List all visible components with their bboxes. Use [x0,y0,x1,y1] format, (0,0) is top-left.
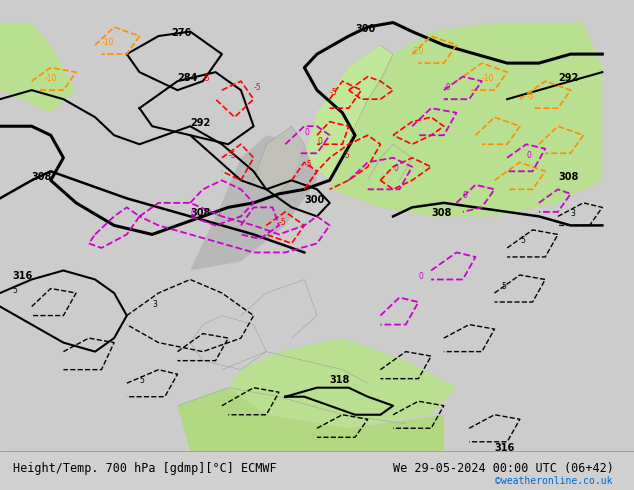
Text: 292: 292 [190,118,210,128]
Text: 308: 308 [558,172,578,182]
Text: -5: -5 [228,151,236,160]
Text: 300: 300 [355,24,375,33]
Text: 308: 308 [32,172,52,182]
Text: -0: -0 [444,83,451,92]
Polygon shape [254,126,304,198]
Text: -5: -5 [526,92,534,101]
Polygon shape [190,135,317,270]
Polygon shape [228,338,456,428]
Text: 5: 5 [13,286,18,295]
Text: -5: -5 [330,88,337,97]
Text: 292: 292 [558,73,578,83]
Text: -10: -10 [482,74,495,83]
Text: 0: 0 [304,128,309,137]
Polygon shape [304,45,393,180]
Text: -5: -5 [279,219,287,227]
Text: 0: 0 [216,209,221,219]
Text: Height/Temp. 700 hPa [gdmp][°C] ECMWF: Height/Temp. 700 hPa [gdmp][°C] ECMWF [13,462,276,475]
Text: 276: 276 [171,28,191,38]
Text: 316: 316 [495,443,515,453]
Text: 316: 316 [13,271,33,281]
Text: 284: 284 [178,73,198,83]
Text: 318: 318 [330,375,350,385]
Text: -5: -5 [342,151,350,160]
Text: ©weatheronline.co.uk: ©weatheronline.co.uk [495,476,612,486]
Polygon shape [0,23,76,113]
Text: 0: 0 [317,137,322,146]
Text: 5: 5 [501,282,506,291]
Text: 300: 300 [304,195,325,205]
Text: -5: -5 [203,74,210,83]
Text: -10: -10 [44,74,57,83]
Text: 3: 3 [152,299,157,309]
Text: 308: 308 [190,208,210,219]
Text: 5: 5 [139,376,145,385]
Text: 0: 0 [393,164,398,173]
Text: 0: 0 [526,151,531,160]
Text: We 29-05-2024 00:00 UTC (06+42): We 29-05-2024 00:00 UTC (06+42) [393,462,614,475]
Text: 0: 0 [418,272,424,281]
Polygon shape [178,388,444,451]
Text: 308: 308 [431,208,451,219]
Text: -5: -5 [254,83,261,92]
Text: -10: -10 [101,38,114,47]
Text: -5: -5 [304,160,312,169]
Text: -20: -20 [412,47,425,56]
Text: 0: 0 [463,192,468,200]
Text: 5: 5 [520,237,525,245]
Text: 0: 0 [190,209,195,219]
Polygon shape [330,23,602,217]
Text: 3: 3 [571,209,576,219]
